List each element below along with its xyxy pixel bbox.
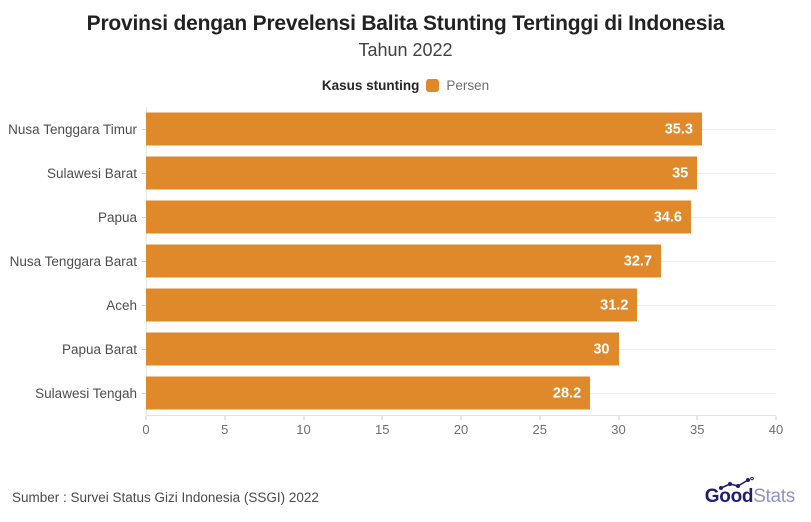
category-tick-mark <box>142 393 146 394</box>
bar-track: 35.3 <box>146 107 776 151</box>
bar-value-label: 35.3 <box>664 121 693 137</box>
bar-row: Nusa Tenggara Timur 35.3 <box>0 107 811 151</box>
x-tick-label: 10 <box>296 422 311 437</box>
category-label: Papua <box>97 209 137 225</box>
bar-value-label: 34.6 <box>653 209 682 225</box>
logo-text-good: Good <box>704 486 754 507</box>
x-tick-label: 20 <box>453 422 469 437</box>
bar-track: 32.7 <box>146 239 776 283</box>
bar-row: Nusa Tenggara Barat 32.7 <box>0 239 811 283</box>
bar-value-label: 35 <box>672 165 689 181</box>
bar-value-label: 31.2 <box>600 297 629 313</box>
bar: 35.3 <box>146 112 702 146</box>
bar-value-label: 32.7 <box>623 253 653 269</box>
x-tick-mark <box>145 416 147 420</box>
bar-track: 31.2 <box>146 283 776 327</box>
bar-track: 28.2 <box>146 371 776 415</box>
bar-value-label: 30 <box>593 341 610 357</box>
bar-row: Sulawesi Tengah 28.2 <box>0 371 811 415</box>
x-tick-label: 25 <box>532 422 547 437</box>
source-note: Sumber : Survei Status Gizi Indonesia (S… <box>12 489 319 505</box>
bar-track: 35 <box>146 151 776 195</box>
x-tick-mark <box>618 416 619 420</box>
category-tick-mark <box>142 349 146 350</box>
category-tick-mark <box>142 217 146 218</box>
bar-track: 30 <box>146 327 776 371</box>
bar-row: Papua Barat 30 <box>0 327 811 371</box>
chart-title: Provinsi dengan Prevelensi Balita Stunti… <box>86 12 725 35</box>
x-tick-mark <box>303 416 304 420</box>
bar: 35 <box>146 156 698 190</box>
bar-row: Aceh 31.2 <box>0 283 811 327</box>
bar: 28.2 <box>146 376 591 410</box>
goodstats-logo: Good Stats <box>704 477 799 508</box>
x-tick-label: 40 <box>768 422 784 437</box>
category-label: Aceh <box>106 297 137 313</box>
x-tick-mark <box>381 416 383 420</box>
x-tick-mark <box>696 416 698 420</box>
legend-series-label: Persen <box>446 77 490 93</box>
bar: 30 <box>146 332 619 366</box>
chart-subtitle: Tahun 2022 <box>358 40 453 60</box>
category-label: Sulawesi Barat <box>46 165 137 181</box>
bar: 34.6 <box>146 200 691 234</box>
bar-row: Sulawesi Barat 35 <box>0 151 811 195</box>
x-tick-label: 0 <box>142 422 150 437</box>
category-tick-mark <box>142 173 146 174</box>
x-tick-mark <box>460 416 462 420</box>
category-label: Nusa Tenggara Timur <box>8 121 137 137</box>
legend-swatch-icon <box>426 78 440 92</box>
logo-text-stats: Stats <box>753 486 795 507</box>
bar-row: Papua 34.6 <box>0 195 811 239</box>
x-tick-label: 15 <box>375 422 390 437</box>
x-axis: 0 5 10 15 20 25 30 35 40 <box>142 415 783 441</box>
trendline-icon <box>718 477 754 490</box>
category-label: Nusa Tenggara Barat <box>9 253 137 269</box>
category-tick-mark <box>142 261 146 262</box>
bar-chart: Nusa Tenggara Timur 35.3 Sulawesi Barat 35 P… <box>0 107 811 441</box>
legend-group-label: Kasus stunting <box>321 77 420 93</box>
chart-header: Provinsi dengan Prevelensi Balita Stunti… <box>0 0 811 61</box>
category-tick-mark <box>142 305 146 306</box>
x-tick-mark <box>775 416 777 420</box>
bar-value-label: 28.2 <box>552 385 582 401</box>
x-tick-label: 35 <box>690 422 705 437</box>
x-tick-mark <box>224 416 226 420</box>
bar-track: 34.6 <box>146 195 776 239</box>
x-tick-label: 30 <box>611 422 626 437</box>
x-tick-mark <box>539 416 541 420</box>
category-tick-mark <box>142 129 146 130</box>
bar: 31.2 <box>146 288 638 322</box>
category-label: Papua Barat <box>61 341 137 357</box>
bar: 32.7 <box>146 244 662 278</box>
chart-legend: Kasus stunting Persen <box>0 77 811 93</box>
category-label: Sulawesi Tengah <box>35 385 137 401</box>
bar-rows: Nusa Tenggara Timur 35.3 Sulawesi Barat 35 P… <box>0 107 811 415</box>
chart-footer: Sumber : Survei Status Gizi Indonesia (S… <box>0 477 811 508</box>
x-tick-label: 5 <box>221 422 229 437</box>
